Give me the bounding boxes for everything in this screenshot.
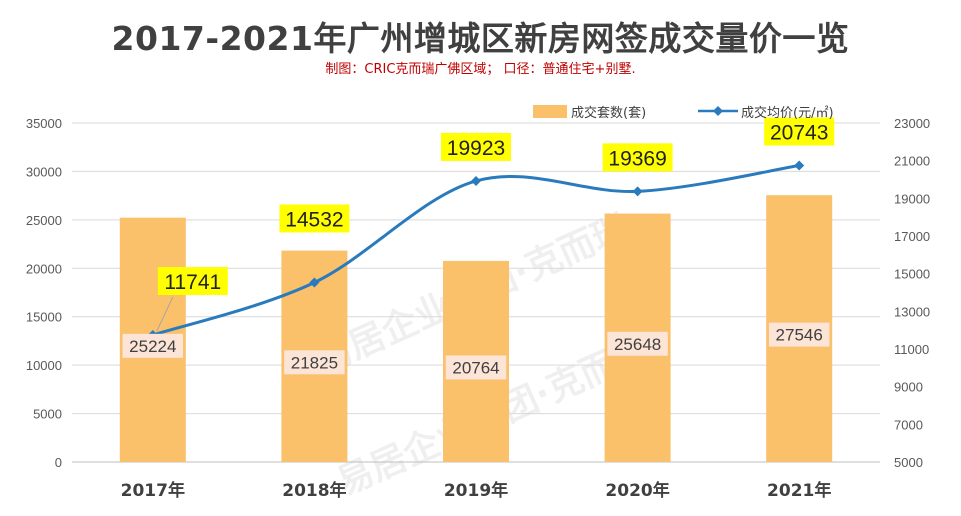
- y-right-tick-label: 13000: [894, 304, 930, 319]
- legend-swatch-bar: [533, 105, 567, 118]
- bar-data-label: 20764: [452, 358, 499, 377]
- bars: [119, 195, 833, 462]
- line-data-label: 20743: [770, 122, 828, 145]
- x-tick-label: 2020年: [605, 480, 669, 501]
- y-left-tick-label: 25000: [26, 213, 62, 228]
- y-right-tick-label: 11000: [894, 342, 929, 357]
- bar-labels: 25224 21825 20764 25648 27546: [122, 322, 830, 380]
- y-left-tick-label: 30000: [26, 164, 62, 179]
- bar-data-label: 25224: [129, 337, 176, 356]
- bar-data-label: 25648: [614, 335, 661, 354]
- line-data-label: 11741: [164, 271, 221, 294]
- line-label-bg: [602, 143, 673, 172]
- y-axis-right: 5000 7000 9000 11000 13000 15000 17000 19000 210…: [894, 116, 930, 470]
- chart-title: 2017-2021年广州增城区新房网签成交量价一览: [111, 19, 850, 58]
- x-tick-label: 2018年: [282, 480, 346, 501]
- label-leader-line: [156, 296, 174, 332]
- bar-label-bg: [768, 322, 830, 347]
- line-label-bg: [764, 117, 835, 146]
- bar-label-bg: [122, 333, 184, 358]
- legend-label-bar: 成交套数(套): [571, 105, 646, 121]
- chart-subtitle: 制图：CRIC克而瑞广佛区域； 口径：普通住宅+别墅.: [325, 62, 636, 77]
- y-right-tick-label: 21000: [894, 154, 930, 169]
- legend-marker-icon: [713, 106, 723, 116]
- price-line: [147, 160, 805, 341]
- line-data-label: 14532: [285, 208, 343, 231]
- y-axis-left: 0 5000 10000 15000 20000 25000 30000 35000: [26, 116, 62, 470]
- x-tick-label: 2017年: [121, 480, 185, 501]
- y-left-tick-label: 20000: [26, 261, 62, 276]
- line-data-label: 19923: [447, 137, 505, 160]
- line-point: [309, 277, 320, 288]
- line-point: [794, 160, 805, 171]
- bar-label-bg: [284, 350, 345, 375]
- x-tick-label: 2019年: [444, 480, 508, 501]
- y-right-tick-label: 15000: [894, 267, 930, 282]
- x-tick-label: 2021年: [767, 480, 831, 501]
- y-left-tick-label: 5000: [33, 407, 62, 422]
- y-left-tick-label: 35000: [26, 116, 62, 131]
- bar-label-bg: [607, 331, 668, 356]
- line-label-bg: [441, 132, 511, 161]
- y-left-tick-label: 15000: [26, 310, 62, 325]
- legend-label-line: 成交均价(元/㎡): [741, 105, 834, 121]
- line-labels: 11741 14532 19923 19369 20743: [156, 117, 835, 332]
- line-point: [471, 175, 481, 186]
- line-label-bg: [279, 204, 350, 233]
- y-left-tick-label: 10000: [26, 358, 62, 373]
- line-data-label: 19369: [608, 147, 666, 170]
- line-point: [632, 186, 643, 197]
- legend: 成交套数(套) 成交均价(元/㎡): [533, 105, 834, 121]
- y-right-tick-label: 23000: [894, 116, 930, 131]
- y-right-tick-label: 19000: [894, 191, 930, 206]
- bar-data-label: 21825: [291, 353, 338, 372]
- bar-label-bg: [445, 355, 507, 380]
- y-right-tick-label: 9000: [894, 380, 923, 395]
- y-right-tick-label: 17000: [894, 229, 930, 244]
- y-right-tick-label: 7000: [894, 417, 923, 432]
- bar-data-label: 27546: [776, 326, 823, 345]
- y-left-tick-label: 0: [55, 455, 62, 470]
- x-axis: 2017年 2018年 2019年 2020年 2021年: [121, 480, 832, 501]
- line-label-bg: [157, 267, 228, 296]
- y-right-tick-label: 5000: [894, 455, 923, 470]
